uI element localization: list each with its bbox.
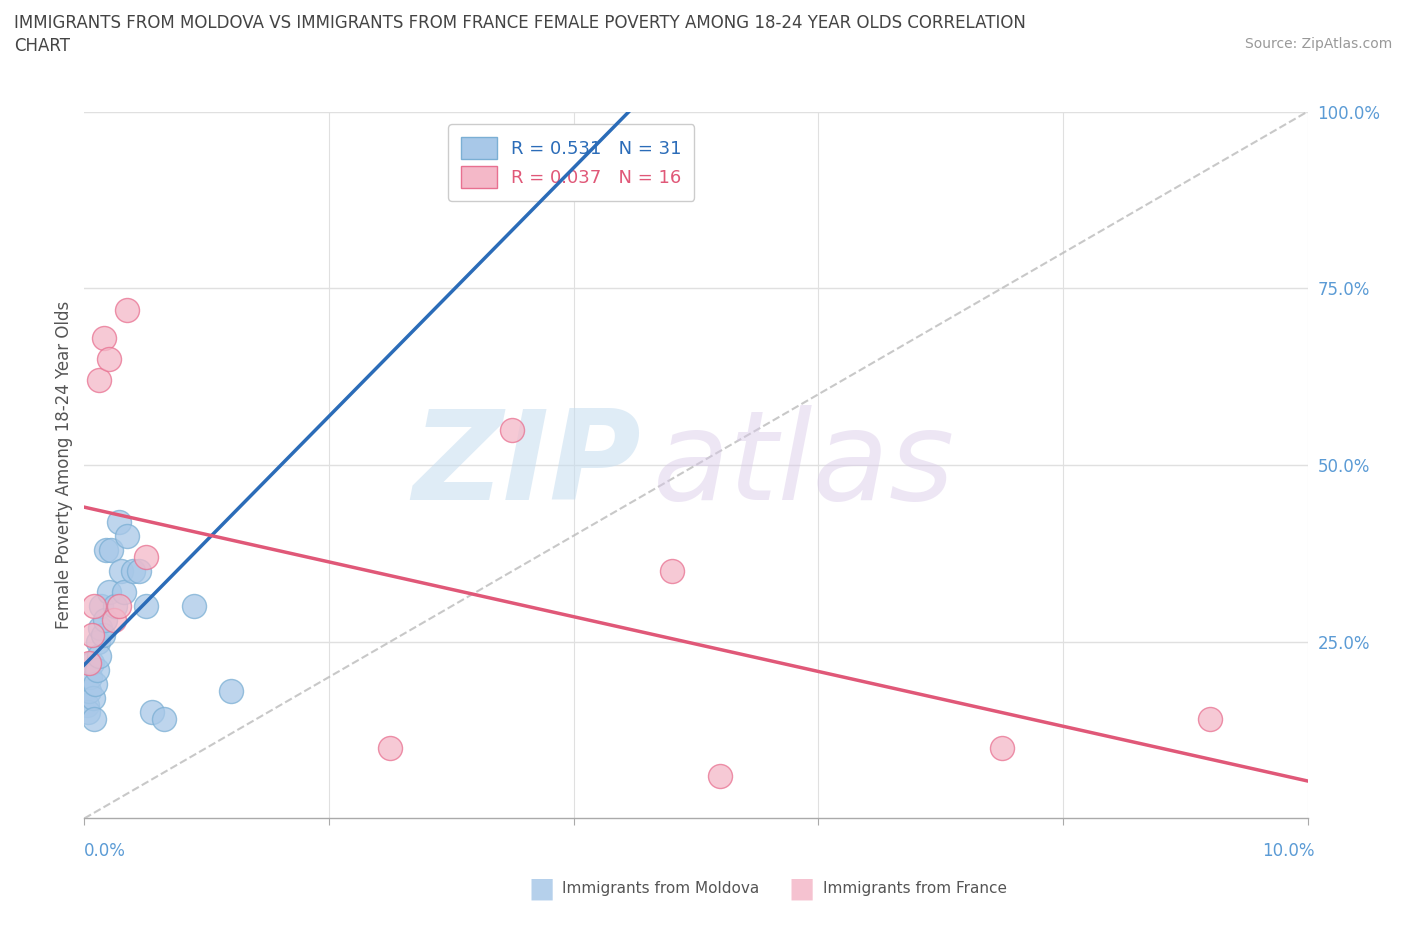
Point [100, 542, 122, 557]
Point [141, 705, 163, 720]
Text: Source: ZipAtlas.com: Source: ZipAtlas.com [1244, 37, 1392, 51]
Point [89, 620, 111, 635]
Point [86, 662, 108, 677]
Point [97, 585, 120, 600]
Text: 10.0%: 10.0% [1263, 842, 1315, 860]
Text: Immigrants from Moldova: Immigrants from Moldova [562, 881, 759, 896]
Point [87, 634, 110, 649]
Point [87, 373, 110, 388]
Point [107, 514, 129, 529]
Point [135, 550, 157, 565]
Text: CHART: CHART [14, 37, 70, 55]
Point [110, 564, 132, 578]
Point [122, 564, 145, 578]
Point [115, 528, 138, 543]
Point [83, 599, 105, 614]
Point [80, 627, 103, 642]
Text: ■: ■ [789, 874, 814, 902]
Point [104, 599, 127, 614]
Point [91, 627, 114, 642]
Point [79, 670, 101, 684]
Legend: R = 0.531   N = 31, R = 0.037   N = 16: R = 0.531 N = 31, R = 0.037 N = 16 [449, 125, 695, 201]
Point [96, 542, 118, 557]
Point [661, 564, 683, 578]
Point [380, 740, 402, 755]
Point [80, 656, 103, 671]
Point [93, 330, 115, 345]
Point [87, 648, 110, 663]
Point [709, 768, 731, 783]
Point [77, 705, 100, 720]
Y-axis label: Female Poverty Among 18-24 Year Olds: Female Poverty Among 18-24 Year Olds [55, 301, 73, 629]
Point [94, 613, 117, 628]
Point [103, 613, 125, 628]
Text: Immigrants from France: Immigrants from France [823, 881, 1007, 896]
Point [82, 691, 104, 706]
Text: ■: ■ [529, 874, 554, 902]
Point [501, 422, 523, 437]
Point [112, 585, 135, 600]
Point [77, 684, 100, 698]
Point [115, 302, 138, 317]
Point [1198, 712, 1220, 727]
Point [183, 599, 205, 614]
Point [77, 656, 100, 671]
Text: IMMIGRANTS FROM MOLDOVA VS IMMIGRANTS FROM FRANCE FEMALE POVERTY AMONG 18-24 YEA: IMMIGRANTS FROM MOLDOVA VS IMMIGRANTS FR… [14, 14, 1026, 32]
Point [990, 740, 1012, 755]
Point [90, 599, 112, 614]
Point [219, 684, 242, 698]
Point [76, 698, 98, 712]
Point [135, 599, 157, 614]
Point [83, 712, 105, 727]
Text: ZIP: ZIP [412, 405, 641, 525]
Point [107, 599, 129, 614]
Text: 0.0%: 0.0% [84, 842, 127, 860]
Point [84, 677, 107, 692]
Point [153, 712, 176, 727]
Point [501, 153, 523, 168]
Point [97, 352, 120, 366]
Point [128, 564, 150, 578]
Text: atlas: atlas [654, 405, 955, 525]
